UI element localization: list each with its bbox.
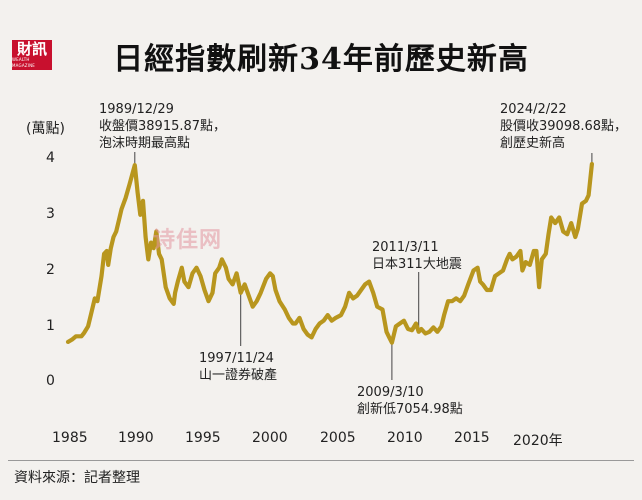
x-tick-label-2005: 2005 <box>320 430 356 446</box>
source-note: 資料來源：記者整理 <box>14 470 140 486</box>
x-tick-label-2020: 2020年 <box>513 433 563 449</box>
chart-title: 日經指數刷新34年前歷史新高 <box>113 42 529 77</box>
brand-logo-subtext: WEALTH MAGAZINE <box>12 57 35 68</box>
y-axis-label: (萬點) <box>26 121 65 137</box>
x-tick-label-1990: 1990 <box>118 430 154 446</box>
annotation-leaders <box>134 152 593 380</box>
annotation-peak-1989-value: 收盤價38915.87點， <box>99 119 227 134</box>
x-tick-label-2015: 2015 <box>454 430 490 446</box>
annotation-low-2009: 2009/3/10 創新低7054.98點 <box>357 384 463 418</box>
annotation-peak-1989: 1989/12/29 收盤價38915.87點， 泡沫時期最高點 <box>99 101 226 152</box>
annotation-high-2024-value: 股價收39098.68點， <box>500 119 628 134</box>
annotation-crisis-1997-date: 1997/11/24 <box>199 351 274 366</box>
x-tick-label-2010: 2010 <box>387 430 423 446</box>
annotation-peak-1989-date: 1989/12/29 <box>99 102 174 117</box>
annotation-quake-2011: 2011/3/11 日本311大地震 <box>372 239 462 273</box>
annotation-quake-2011-note: 日本311大地震 <box>372 257 462 272</box>
x-tick-label-1985: 1985 <box>52 430 88 446</box>
x-tick-label-1995: 1995 <box>185 430 221 446</box>
annotation-low-2009-note: 創新低7054.98點 <box>357 402 463 417</box>
x-tick-label-2000: 2000 <box>252 430 288 446</box>
footer-divider <box>8 460 634 461</box>
y-tick-label-2: 2 <box>46 262 55 278</box>
annotation-high-2024-date: 2024/2/22 <box>500 102 567 117</box>
series-line-nikkei <box>65 161 594 345</box>
annotation-quake-2011-date: 2011/3/11 <box>372 240 439 255</box>
y-tick-label-1: 1 <box>46 318 55 334</box>
annotation-high-2024-note: 創歷史新高 <box>500 136 566 151</box>
brand-logo-text: 財訊 <box>16 40 47 58</box>
watermark-text: 诗佳网 <box>153 228 223 253</box>
annotation-low-2009-date: 2009/3/10 <box>357 385 424 400</box>
y-tick-label-3: 3 <box>46 206 55 222</box>
y-tick-label-4: 4 <box>46 150 55 166</box>
annotation-crisis-1997: 1997/11/24 山一證券破產 <box>199 350 277 384</box>
y-tick-label-0: 0 <box>46 373 55 389</box>
annotation-crisis-1997-note: 山一證券破產 <box>199 368 278 383</box>
annotation-high-2024: 2024/2/22 股價收39098.68點， 創歷史新高 <box>500 101 627 152</box>
brand-logo: 財訊 WEALTH MAGAZINE <box>12 40 52 70</box>
annotation-peak-1989-note: 泡沫時期最高點 <box>99 136 191 151</box>
